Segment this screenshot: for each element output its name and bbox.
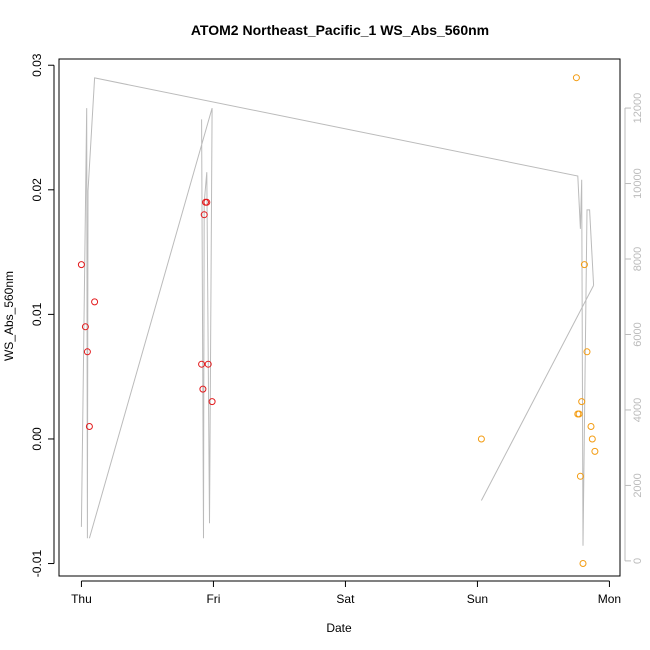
series-1-point-6 [198,360,206,368]
y-tick-label-5: 0.03 [30,53,44,77]
series-1-point-11 [204,360,212,368]
y2-tick-label-3: 4000 [632,398,644,422]
x-tick-label-2: Fri [206,592,220,606]
series-1-point-8 [200,211,208,219]
series-1-point-12 [208,398,216,406]
secondary-line-2 [88,107,213,539]
y-tick-label-1: -0.01 [30,550,44,578]
y-axis-right: 0 2000 4000 6000 8000 10000 12000 [624,93,644,564]
series-1-point-3 [83,348,91,356]
series-2-point-4 [575,410,583,418]
y2-tick-label-4: 6000 [632,322,644,346]
x-axis: Thu Fri Sat Sun Mon [71,580,621,606]
secondary-line-layer [80,77,595,546]
series-1-point-2 [81,323,89,331]
x-tick-label-4: Sun [467,592,488,606]
series-2-point-1 [477,435,485,443]
series-2-point-7 [579,560,587,567]
series-2-point-6 [578,398,586,406]
y2-tick-label-5: 8000 [632,247,644,271]
y2-tick-label-1: 0 [632,558,644,564]
secondary-line-1 [80,77,595,546]
x-axis-label: Date [326,621,352,635]
series-2-point-2 [572,74,580,82]
y2-tick-label-7: 12000 [632,93,644,124]
series-2-point-12 [591,447,599,455]
x-tick-label-5: Mon [598,592,621,606]
points-layer [77,74,599,567]
series-2-point-11 [588,435,596,443]
y2-tick-label-6: 10000 [632,168,644,199]
series-1-point-5 [91,298,99,306]
y2-tick-label-2: 2000 [632,473,644,497]
series-2-point-10 [587,423,595,430]
series-1-point-1 [77,261,85,269]
x-tick-label-1: Thu [71,592,92,606]
series-2-point-9 [583,348,591,356]
series-1-point-4 [85,423,93,430]
series-2-point-8 [580,261,588,269]
y-axis: -0.01 0.00 0.01 0.02 0.03 [30,53,55,578]
chart-title: ATOM2 Northeast_Pacific_1 WS_Abs_560nm [191,22,489,38]
y-axis-label: WS_Abs_560nm [2,271,16,361]
series-1-point-7 [199,385,207,393]
x-tick-label-3: Sat [336,592,355,606]
plot-frame [58,58,621,577]
series-1-point-10 [203,198,211,206]
secondary-line-3 [480,285,595,501]
series-2-point-5 [576,472,584,480]
y-tick-label-4: 0.02 [30,178,44,202]
y-tick-label-2: 0.00 [30,427,44,451]
y-tick-label-3: 0.01 [30,302,44,326]
